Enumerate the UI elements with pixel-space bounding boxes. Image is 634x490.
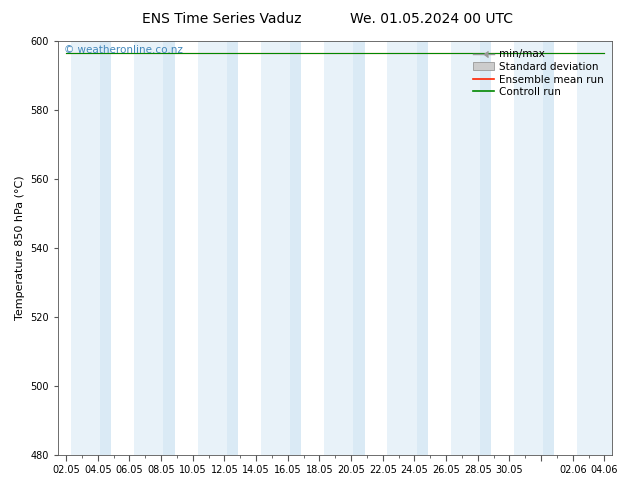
Bar [164,41,174,455]
Bar [480,41,491,455]
Text: We. 01.05.2024 00 UTC: We. 01.05.2024 00 UTC [349,12,513,26]
Bar [451,41,489,455]
Bar [227,41,238,455]
Y-axis label: Temperature 850 hPa (°C): Temperature 850 hPa (°C) [15,175,25,320]
Bar [261,41,299,455]
Bar [290,41,301,455]
Bar [198,41,235,455]
Text: © weatheronline.co.nz: © weatheronline.co.nz [64,45,183,55]
Text: ENS Time Series Vaduz: ENS Time Series Vaduz [142,12,302,26]
Bar [417,41,428,455]
Bar [578,41,616,455]
Legend: min/max, Standard deviation, Ensemble mean run, Controll run: min/max, Standard deviation, Ensemble me… [470,46,607,100]
Bar [353,41,365,455]
Bar [71,41,109,455]
Bar [134,41,172,455]
Bar [387,41,425,455]
Bar [543,41,555,455]
Bar [100,41,111,455]
Bar [514,41,552,455]
Bar [324,41,362,455]
